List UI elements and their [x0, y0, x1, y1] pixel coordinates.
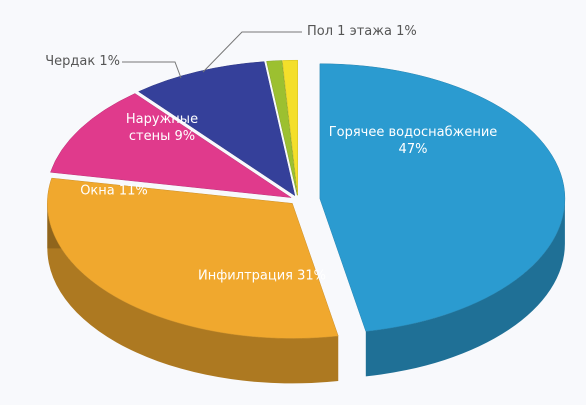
value-label: 11% [118, 183, 148, 199]
slice-label: Пол 1 этажа 1% [307, 23, 417, 40]
category: Окна [80, 183, 115, 199]
category: Инфилтрация [197, 268, 293, 284]
value-label: 9% [174, 129, 196, 144]
value-label: 47% [398, 142, 428, 157]
value-label: 1% [99, 54, 120, 69]
slice [50, 93, 292, 198]
slice-label: Горячее водоснабжение 47% [328, 124, 498, 158]
leader-line [122, 61, 182, 79]
slice [138, 61, 296, 197]
slice [47, 177, 339, 339]
slice-label: Инфилтрация 31% [152, 268, 372, 285]
value-label: 31% [297, 268, 327, 284]
leader-line [202, 31, 302, 73]
slice [282, 59, 298, 196]
category: Чердак [45, 54, 96, 69]
slice-side [365, 198, 565, 377]
category: Наружные стены [125, 112, 199, 144]
slice-side [47, 203, 339, 384]
value-label: 1% [396, 24, 417, 39]
slice-label: Наружные стены 9% [120, 111, 205, 145]
category: Горячее водоснабжение [328, 125, 498, 140]
slice [266, 60, 298, 196]
slice-label: Окна 11% [64, 183, 164, 200]
category: Пол 1 этажа [307, 24, 392, 39]
slice-label: Чердак 1% [45, 53, 120, 70]
slice [319, 63, 566, 332]
